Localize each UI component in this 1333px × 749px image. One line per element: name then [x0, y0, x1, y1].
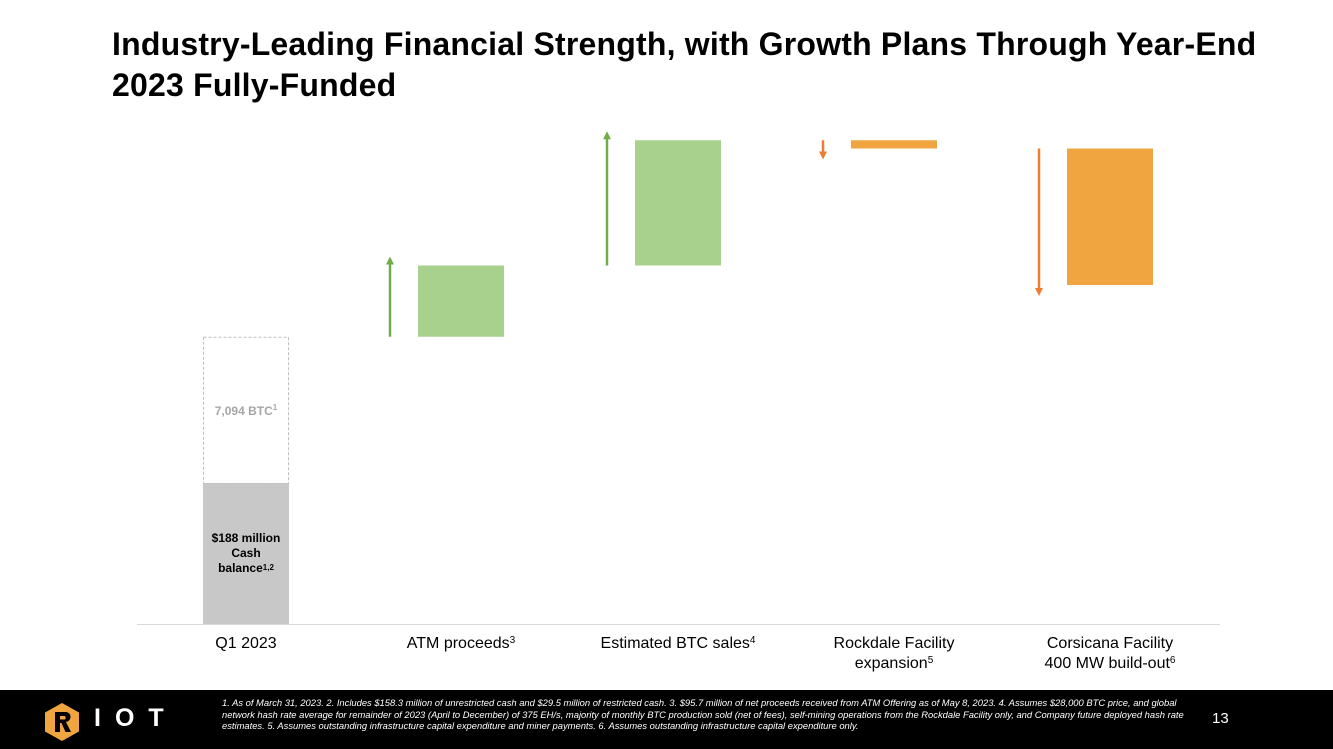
- waterfall-step-bar: [418, 265, 504, 337]
- x-tick-label-atm: ATM proceeds3: [406, 635, 516, 652]
- waterfall-step-bar: [1067, 148, 1153, 285]
- up-arrow-icon: [603, 131, 611, 140]
- up-arrow-icon: [386, 256, 394, 265]
- x-tick-label-btc: Estimated BTC sales4: [600, 635, 756, 652]
- waterfall-step-bar: [851, 140, 937, 149]
- btc-holdings-bar: [203, 336, 289, 484]
- down-arrow-icon: [819, 151, 827, 160]
- page-number: 13: [1212, 710, 1229, 727]
- waterfall-chart: [137, 131, 1220, 625]
- footnotes: 1. As of March 31, 2023. 2. Includes $15…: [222, 697, 1184, 731]
- riot-logo-icon: [45, 703, 79, 741]
- x-tick-label-corsicana: Corsicana Facility 400 MW build-out6: [1044, 635, 1176, 672]
- riot-logo-text: IOT: [94, 704, 178, 732]
- down-arrow-icon: [1035, 288, 1043, 296]
- x-tick-label-q1: Q1 2023: [215, 635, 277, 652]
- cash-balance-label: $188 million Cash balance1,2: [211, 531, 281, 575]
- slide-title: Industry-Leading Financial Strength, wit…: [112, 26, 1257, 103]
- footer-bar: IOT 1. As of March 31, 2023. 2. Includes…: [0, 690, 1333, 749]
- x-tick-label-rockdale: Rockdale Facility expansion5: [833, 635, 955, 672]
- waterfall-step-bar: [635, 140, 721, 266]
- cash-balance-bar: [203, 483, 289, 624]
- btc-holdings-label: 7,094 BTC1: [214, 403, 278, 418]
